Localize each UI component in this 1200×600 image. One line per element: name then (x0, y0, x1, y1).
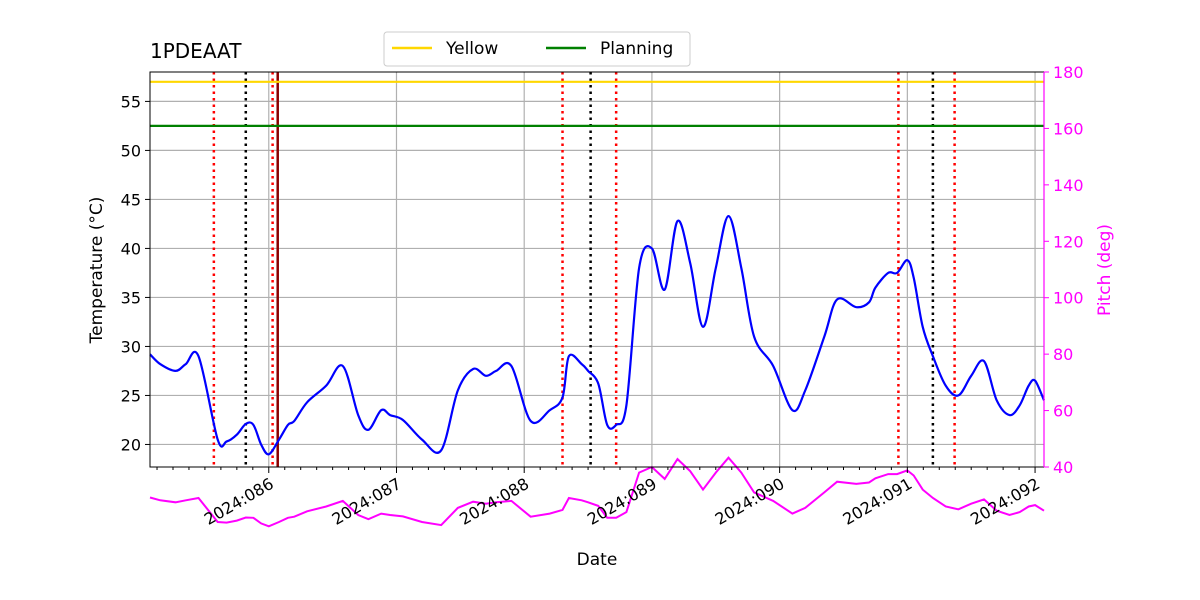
y2-tick-label: 40 (1053, 458, 1073, 477)
y2-tick-label: 160 (1053, 119, 1084, 138)
x-tick-label: 2024:091 (839, 474, 915, 529)
data-series (149, 80, 1046, 528)
temperature-line (149, 214, 1046, 456)
legend: Yellow Planning (383, 31, 691, 67)
right-y-axis: 40 60 80 100 120 140 160 180 (1043, 63, 1084, 477)
y-tick-label: 25 (121, 386, 141, 405)
y-tick-label: 30 (121, 337, 141, 356)
legend-box (383, 31, 691, 67)
y2-tick-label: 80 (1053, 345, 1073, 364)
y-tick-label: 20 (121, 435, 141, 454)
legend-label-planning: Planning (600, 39, 673, 59)
left-y-axis: 20 25 30 35 40 45 50 55 (121, 92, 150, 454)
x-tick-label: 2024:089 (584, 474, 660, 529)
y2-tick-label: 180 (1053, 63, 1084, 82)
y-tick-label: 55 (121, 92, 141, 111)
chart-title: 1PDEAAT (150, 39, 242, 63)
y2-tick-label: 60 (1053, 402, 1073, 421)
event-lines (212, 72, 956, 467)
x-axis-title: Date (577, 550, 618, 570)
grid-lines (150, 72, 1044, 467)
y-tick-label: 40 (121, 239, 141, 258)
y-tick-label: 35 (121, 288, 141, 307)
y2-tick-label: 100 (1053, 289, 1084, 308)
plot-frame (149, 71, 1045, 468)
pitch-line (149, 456, 1045, 528)
legend-label-yellow: Yellow (445, 39, 498, 59)
y-tick-label: 45 (121, 190, 141, 209)
y2-tick-label: 120 (1053, 232, 1084, 251)
y-axis-title: Temperature (°C) (87, 197, 107, 345)
x-tick-label: 2024:090 (712, 474, 788, 529)
x-tick-label: 2024:088 (456, 474, 532, 529)
y-tick-label: 50 (121, 141, 141, 160)
y2-tick-label: 140 (1053, 176, 1084, 195)
x-axis: 2024:086 2024:087 2024:088 2024:089 2024:090… (156, 467, 1043, 529)
y2-axis-title: Pitch (deg) (1095, 224, 1115, 316)
